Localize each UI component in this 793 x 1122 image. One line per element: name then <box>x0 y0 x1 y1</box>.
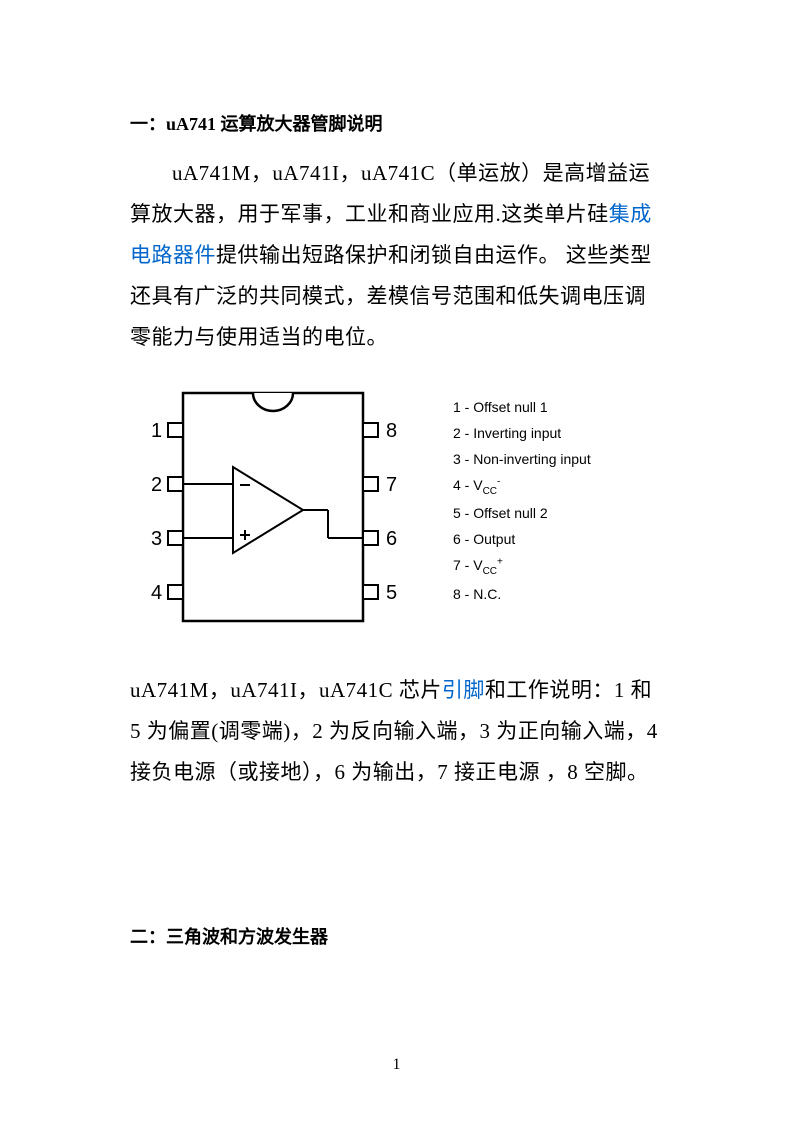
section-heading-2: 二：三角波和方波发生器 <box>130 923 663 952</box>
pin-desc-1: 1 - Offset null 1 <box>453 395 591 421</box>
svg-text:5: 5 <box>386 582 397 604</box>
pin-desc-6: 6 - Output <box>453 527 591 553</box>
svg-text:6: 6 <box>386 528 397 550</box>
pin-desc-3: 3 - Non-inverting input <box>453 447 591 473</box>
section-heading-1: 一：uA741 运算放大器管脚说明 <box>130 110 663 139</box>
chip-pinout-diagram: 1 2 3 4 8 7 6 5 <box>138 385 408 630</box>
svg-text:7: 7 <box>386 474 397 496</box>
pin-desc-5: 5 - Offset null 2 <box>453 501 591 527</box>
svg-text:1: 1 <box>151 420 162 442</box>
pin-explanation-paragraph: uA741M，uA741I，uA741C 芯片引脚和工作说明：1 和 5 为偏置… <box>130 670 663 793</box>
svg-text:2: 2 <box>151 474 162 496</box>
paragraph-text-1: uA741M，uA741I，uA741C（单运放）是高增益运算放大器，用于军事，… <box>130 161 650 226</box>
pin-desc-4: 4 - VCC- <box>453 473 591 501</box>
pin-desc-7: 7 - VCC+ <box>453 553 591 581</box>
chip-diagram-container: 1 2 3 4 8 7 6 5 1 - Offset null 1 2 - In… <box>138 385 663 630</box>
pin-description-list: 1 - Offset null 1 2 - Inverting input 3 … <box>453 385 591 607</box>
page-number: 1 <box>393 1056 401 1074</box>
pin-desc-2: 2 - Inverting input <box>453 421 591 447</box>
paragraph2-text-1: uA741M，uA741I，uA741C 芯片 <box>130 678 442 702</box>
svg-text:4: 4 <box>151 582 162 604</box>
pin-desc-8: 8 - N.C. <box>453 582 591 608</box>
link-pin[interactable]: 引脚 <box>442 678 485 702</box>
svg-text:8: 8 <box>386 420 397 442</box>
svg-text:3: 3 <box>151 528 162 550</box>
intro-paragraph: uA741M，uA741I，uA741C（单运放）是高增益运算放大器，用于军事，… <box>130 153 663 358</box>
